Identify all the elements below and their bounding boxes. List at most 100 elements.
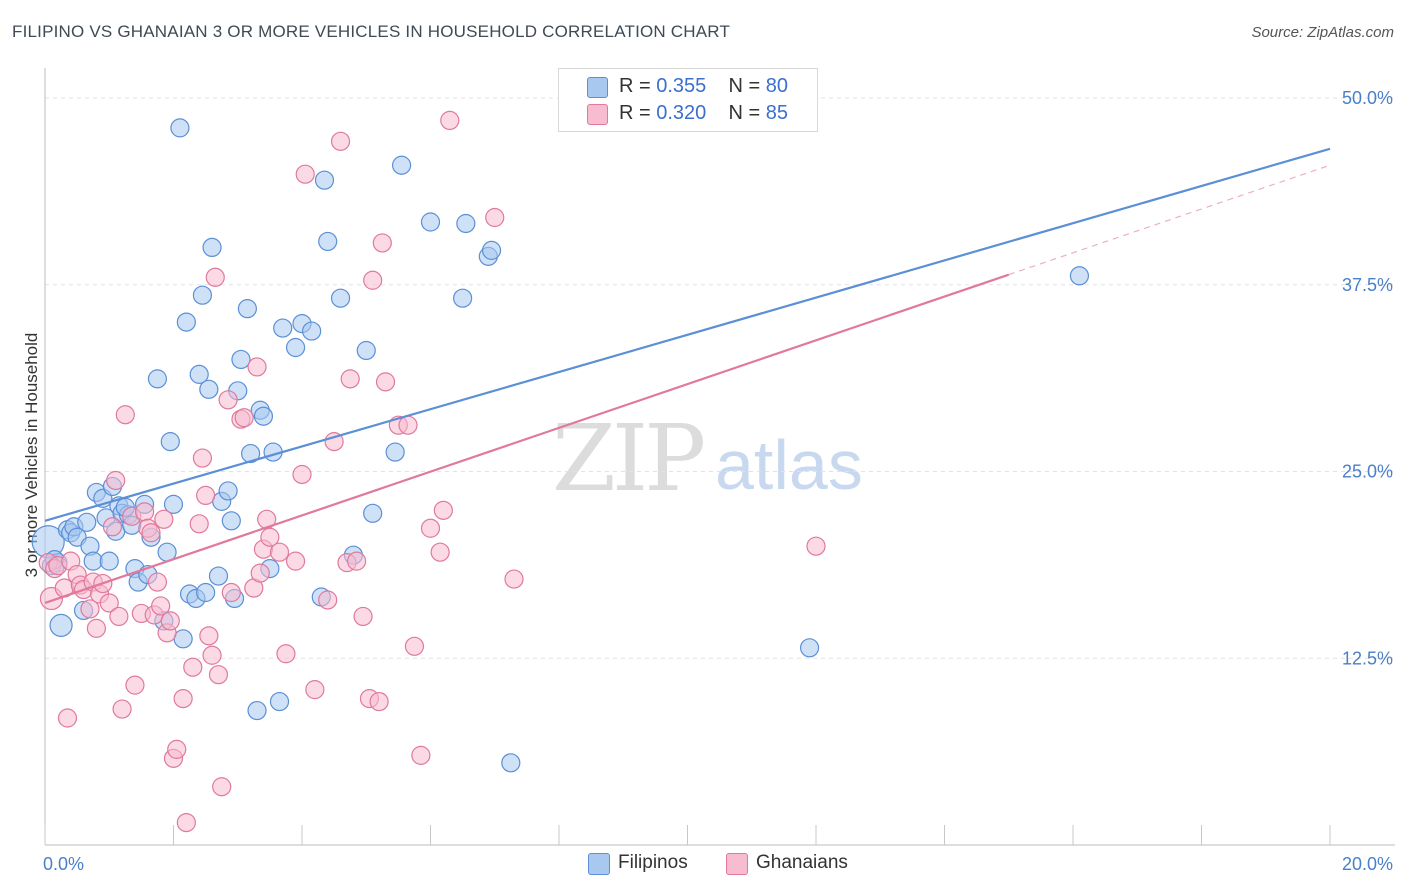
ghanaians-point <box>369 691 389 712</box>
ghanaians-point <box>285 551 306 571</box>
ghanaians-point <box>347 551 367 571</box>
legend-stats-text: R = 0.355 N = 80 <box>619 75 789 97</box>
ghanaians-point <box>353 606 373 627</box>
filipinos-point <box>330 288 351 308</box>
x-tick-label: 20.0% <box>1342 854 1393 874</box>
filipinos-point <box>160 432 180 452</box>
ghanaians-point <box>330 131 351 151</box>
ghanaians-point <box>218 390 238 410</box>
ghanaians-point <box>151 596 171 616</box>
chart-title: FILIPINO VS GHANAIAN 3 OR MORE VEHICLES … <box>12 22 731 41</box>
filipinos-point <box>189 364 209 384</box>
r-value: 0.355 <box>656 75 707 97</box>
ghanaians-point <box>57 708 78 728</box>
ghanaians-point <box>115 405 135 425</box>
ghanaians-point <box>173 688 193 709</box>
ghanaians-point <box>430 542 450 562</box>
ghanaians-trendline <box>44 273 1010 605</box>
ghanaians-point <box>208 665 229 685</box>
ghanaians-point <box>318 590 338 610</box>
filipinos-point <box>196 582 216 603</box>
filipinos-point <box>218 481 238 501</box>
ghanaians-point <box>141 523 161 543</box>
ghanaians-point <box>260 527 280 547</box>
ghanaians-point <box>196 485 216 506</box>
watermark-zip: ZIP <box>552 405 706 512</box>
x-tick-label: 0.0% <box>43 854 84 874</box>
ghanaians-point <box>372 233 392 253</box>
ghanaians-point <box>106 470 126 491</box>
ghanaians-point <box>86 618 107 638</box>
ghanaians-swatch <box>587 104 608 125</box>
ghanaians-point <box>183 657 203 677</box>
filipinos-swatch <box>588 853 610 875</box>
filipinos-point <box>77 512 97 532</box>
ghanaians-point <box>212 777 232 797</box>
filipinos-point <box>147 369 168 389</box>
filipinos-point <box>199 379 219 399</box>
ghanaians-point <box>176 812 196 833</box>
y-tick-label: 12.5% <box>1342 648 1393 668</box>
ghanaians-point <box>440 110 460 131</box>
filipinos-point <box>799 638 820 658</box>
legend-stats-text: R = 0.320 N = 85 <box>619 102 789 124</box>
ghanaians-point <box>363 270 383 290</box>
filipinos-point <box>285 337 306 358</box>
filipinos-point <box>173 629 193 649</box>
ghanaians-point <box>167 739 187 759</box>
filipinos-point <box>420 212 441 232</box>
filipinos-point <box>501 753 521 773</box>
ghanaians-point <box>205 267 225 287</box>
ghanaians-point <box>305 680 325 700</box>
n-value: 80 <box>765 75 789 97</box>
filipinos-point <box>253 406 274 426</box>
filipinos-point <box>302 321 322 341</box>
ghanaians-point <box>202 645 222 665</box>
filipinos-swatch <box>587 77 608 98</box>
ghanaians-point <box>192 448 213 468</box>
ghanaians-point <box>485 207 505 228</box>
y-tick-label: 25.0% <box>1342 462 1393 482</box>
ghanaians-point <box>269 542 290 562</box>
filipinos-point <box>163 494 184 514</box>
legend-label: Ghanaians <box>756 852 848 873</box>
ghanaians-point <box>189 514 209 534</box>
filipinos-point <box>237 299 257 319</box>
ghanaians-point <box>295 164 315 184</box>
ghanaians-point <box>109 606 129 627</box>
filipinos-point <box>269 691 290 712</box>
filipinos-point <box>481 240 502 260</box>
ghanaians-point <box>102 517 123 537</box>
ghanaians-point <box>99 593 119 613</box>
ghanaians-point <box>80 599 100 619</box>
filipinos-point <box>363 503 383 523</box>
filipinos-point <box>176 312 196 332</box>
ghanaians-point <box>160 611 180 631</box>
ghanaians-point <box>324 432 344 452</box>
legend-stats: R = 0.355 N = 80 R = 0.320 N = 85 <box>558 68 818 132</box>
ghanaians-point <box>154 509 174 529</box>
ghanaians-point <box>404 636 425 656</box>
ghanaians-point <box>250 563 270 583</box>
filipinos-point <box>83 551 103 571</box>
ghanaians-point <box>247 357 267 377</box>
source-label: Source: ZipAtlas.com <box>1251 24 1394 41</box>
ghanaians-swatch <box>726 853 748 875</box>
filipinos-point <box>318 231 338 252</box>
filipinos-point <box>247 700 267 721</box>
ghanaians-point <box>199 626 219 646</box>
ghanaians-point <box>340 369 360 389</box>
watermark-atlas: atlas <box>715 426 863 504</box>
filipinos-trendline <box>44 147 1331 522</box>
ghanaians-point <box>398 415 418 435</box>
filipinos-point <box>385 442 405 462</box>
ghanaians-point <box>375 372 396 392</box>
y-tick-label: 50.0% <box>1342 88 1393 108</box>
filipinos-point <box>391 155 412 175</box>
ghanaians-point <box>147 572 168 592</box>
ghanaians-point <box>276 644 296 664</box>
filipinos-point <box>49 613 73 637</box>
filipinos-point <box>231 349 251 370</box>
ghanaians-point <box>112 699 132 719</box>
